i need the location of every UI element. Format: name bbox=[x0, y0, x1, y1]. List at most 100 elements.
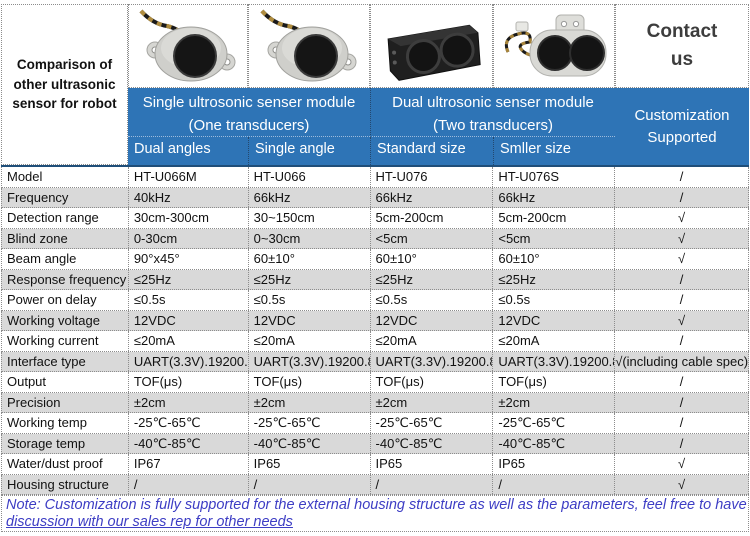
cell: ≤0.5s bbox=[371, 290, 494, 310]
cell: 40kHz bbox=[129, 187, 249, 207]
support-cell: / bbox=[615, 331, 750, 351]
cell: HT-U066 bbox=[249, 167, 371, 187]
contact-us-header: Contact us bbox=[615, 4, 749, 88]
single-transducer-sensor-icon bbox=[139, 9, 236, 82]
cell: -25℃-65℃ bbox=[371, 413, 494, 433]
cell: 60±10° bbox=[249, 249, 371, 269]
note-line2: discussion with our sales rep for other … bbox=[6, 514, 293, 530]
cell: IP67 bbox=[129, 454, 249, 474]
cell: 0~30cm bbox=[249, 228, 371, 248]
table-row-housing-structure: Housing structure / / / / √ bbox=[1, 474, 750, 495]
cell: -40℃-85℃ bbox=[371, 433, 494, 453]
navy-divider-line bbox=[1, 165, 749, 167]
subheader-dual-angles: Dual angles bbox=[128, 137, 248, 165]
subheader-standard-size: Standard size bbox=[370, 137, 493, 165]
row-label: Water/dust proof bbox=[2, 454, 129, 474]
row-label: Response frequency bbox=[2, 269, 129, 289]
product-photo-standard-size bbox=[370, 4, 493, 88]
contact-line1: Contact bbox=[646, 21, 718, 43]
table-row-storage-temp: Storage temp -40℃-85℃ -40℃-85℃ -40℃-85℃ … bbox=[1, 433, 750, 454]
cell: ±2cm bbox=[129, 392, 249, 412]
group1-line2: (One transducers) bbox=[188, 116, 310, 134]
cell: UART(3.3V).19200.8 bbox=[129, 351, 249, 371]
single-transducer-sensor-icon bbox=[260, 9, 357, 82]
row-label: Precision bbox=[2, 392, 129, 412]
support-cell: √(including cable spec) bbox=[615, 351, 750, 371]
dual-transducer-standard-sensor-icon bbox=[387, 24, 481, 81]
cell: ≤0.5s bbox=[249, 290, 371, 310]
table-row-working-current: Working current ≤20mA ≤20mA ≤20mA ≤20mA … bbox=[1, 331, 750, 352]
row-label: Output bbox=[2, 372, 129, 392]
cell: IP65 bbox=[493, 454, 616, 474]
cell: UART(3.3V).19200.8 bbox=[249, 351, 371, 371]
cell: 60±10° bbox=[371, 249, 494, 269]
cell: ≤20mA bbox=[129, 331, 249, 351]
cell: -40℃-85℃ bbox=[493, 433, 616, 453]
corner-title: Comparison of other ultrasonic sensor fo… bbox=[1, 4, 128, 165]
cell: TOF(μs) bbox=[493, 372, 616, 392]
support-cell: √ bbox=[615, 208, 750, 228]
cell: 90°x45° bbox=[129, 249, 249, 269]
table-row-frequency: Frequency 40kHz 66kHz 66kHz 66kHz / bbox=[1, 187, 750, 208]
row-label: Model bbox=[2, 167, 129, 187]
cell: 66kHz bbox=[371, 187, 494, 207]
cell: HT-U076S bbox=[493, 167, 616, 187]
customization-line1: Customization bbox=[634, 106, 730, 124]
table-row-blind-zone: Blind zone 0-30cm 0~30cm <5cm <5cm √ bbox=[1, 228, 750, 249]
cell: <5cm bbox=[493, 228, 616, 248]
cell: 5cm-200cm bbox=[493, 208, 616, 228]
cell: ≤25Hz bbox=[249, 269, 371, 289]
subheader-smaller-size: Smller size bbox=[493, 137, 615, 165]
group2-line2: (Two transducers) bbox=[432, 116, 554, 134]
support-cell: / bbox=[615, 433, 750, 453]
support-cell: / bbox=[615, 392, 750, 412]
cell: ±2cm bbox=[249, 392, 371, 412]
product-photo-dual-angles bbox=[128, 4, 248, 88]
row-label: Interface type bbox=[2, 351, 129, 371]
row-label: Working temp bbox=[2, 413, 129, 433]
cell: ≤20mA bbox=[493, 331, 616, 351]
cell: <5cm bbox=[371, 228, 494, 248]
cell: 30cm-300cm bbox=[129, 208, 249, 228]
cell: -25℃-65℃ bbox=[249, 413, 371, 433]
customization-line2: Supported bbox=[647, 128, 717, 146]
row-label: Beam angle bbox=[2, 249, 129, 269]
support-cell: √ bbox=[615, 454, 750, 474]
cell: 60±10° bbox=[493, 249, 616, 269]
customization-supported-header: Customization Supported bbox=[615, 88, 749, 165]
cell: 66kHz bbox=[249, 187, 371, 207]
cell: / bbox=[129, 474, 249, 494]
row-label: Working current bbox=[2, 331, 129, 351]
cell: ≤25Hz bbox=[371, 269, 494, 289]
table-row-detection-range: Detection range 30cm-300cm 30~150cm 5cm-… bbox=[1, 208, 750, 229]
spec-grid: Model HT-U066M HT-U066 HT-U076 HT-U076S … bbox=[1, 167, 750, 495]
contact-line2: us bbox=[670, 49, 694, 70]
cell: 30~150cm bbox=[249, 208, 371, 228]
table-row-working-voltage: Working voltage 12VDC 12VDC 12VDC 12VDC … bbox=[1, 310, 750, 331]
support-cell: / bbox=[615, 187, 750, 207]
product-photo-smaller-size bbox=[493, 4, 615, 88]
footer-note: Note: Customization is fully supported f… bbox=[1, 495, 749, 532]
cell: 12VDC bbox=[371, 310, 494, 330]
cell: HT-U076 bbox=[371, 167, 494, 187]
cell: / bbox=[493, 474, 616, 494]
cell: 0-30cm bbox=[129, 228, 249, 248]
subheader-single-angle: Single angle bbox=[248, 137, 370, 165]
note-line1: Note: Customization is fully supported f… bbox=[6, 497, 749, 513]
cell: ≤20mA bbox=[249, 331, 371, 351]
support-cell: / bbox=[615, 290, 750, 310]
cell: ±2cm bbox=[493, 392, 616, 412]
cell: ≤0.5s bbox=[129, 290, 249, 310]
cell: -40℃-85℃ bbox=[249, 433, 371, 453]
cell: TOF(μs) bbox=[129, 372, 249, 392]
support-cell: √ bbox=[615, 310, 750, 330]
cell: ±2cm bbox=[371, 392, 494, 412]
cell: / bbox=[249, 474, 371, 494]
cell: -25℃-65℃ bbox=[129, 413, 249, 433]
cell: ≤0.5s bbox=[493, 290, 616, 310]
row-label: Detection range bbox=[2, 208, 129, 228]
cell: ≤25Hz bbox=[493, 269, 616, 289]
support-cell: / bbox=[615, 413, 750, 433]
cell: ≤25Hz bbox=[129, 269, 249, 289]
